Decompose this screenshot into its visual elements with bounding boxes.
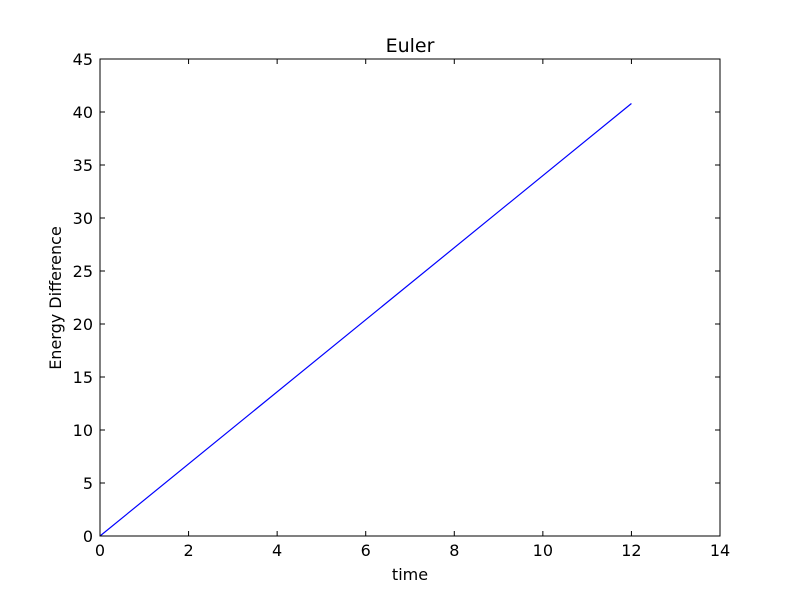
tick-labels-layer: 0 2 4 6 8 10 12 14 0 5 10 15 20 25 30 35 40 45 — [73, 50, 731, 560]
y-axis-label: Energy Difference — [46, 226, 65, 370]
y-tick-label: 45 — [73, 50, 93, 69]
series-layer — [99, 103, 632, 537]
x-tick-label: 14 — [710, 541, 730, 560]
y-tick-label: 0 — [83, 527, 93, 546]
y-tick-label: 40 — [73, 103, 93, 122]
series-line-0 — [99, 103, 632, 537]
ticks-layer — [99, 58, 721, 537]
x-tick-label: 2 — [183, 541, 193, 560]
x-tick-label: 8 — [449, 541, 459, 560]
y-tick-label: 35 — [73, 156, 93, 175]
y-tick-label: 25 — [73, 262, 93, 281]
x-tick-label: 4 — [272, 541, 282, 560]
x-tick-label: 12 — [621, 541, 641, 560]
x-tick-label: 6 — [361, 541, 371, 560]
y-tick-label: 5 — [83, 474, 93, 493]
chart-title: Euler — [386, 35, 435, 57]
y-tick-label: 20 — [73, 315, 93, 334]
x-tick-label: 0 — [95, 541, 105, 560]
x-axis-label: time — [392, 565, 428, 584]
x-tick-label: 10 — [533, 541, 553, 560]
plot-frame — [99, 58, 721, 537]
y-tick-label: 30 — [73, 209, 93, 228]
plot-border — [99, 58, 721, 537]
y-tick-label: 10 — [73, 421, 93, 440]
y-tick-label: 15 — [73, 368, 93, 387]
